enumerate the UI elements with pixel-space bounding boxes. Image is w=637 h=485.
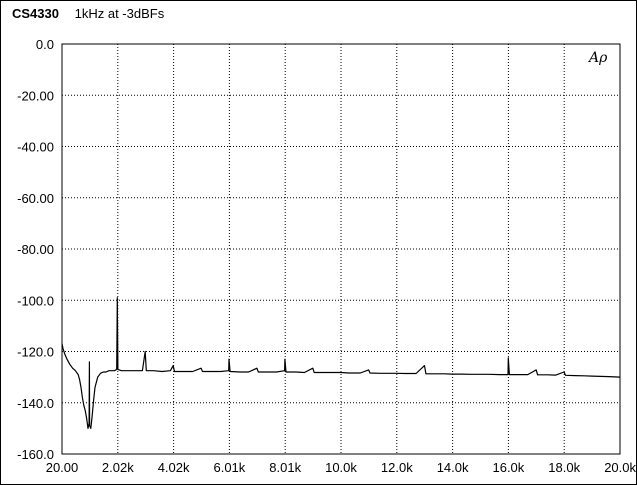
x-tick-label: 16.0k (492, 460, 524, 475)
y-tick-label: -140.0 (17, 396, 54, 411)
plot-border (61, 43, 621, 455)
y-tick-label: -80.00 (17, 242, 54, 257)
x-tick-label: 14.0k (437, 460, 469, 475)
fft-spectrum-line (61, 297, 621, 429)
series-layer (61, 297, 621, 429)
grid (62, 44, 620, 454)
y-tick-label: -40.00 (17, 140, 54, 155)
x-tick-label: 10.0k (325, 460, 357, 475)
tick-labels: 0.0 -20.00 -40.00 -60.00 -80.00 -100.0 -120.0 -… (17, 37, 636, 475)
x-tick-label: 20.0k (604, 460, 636, 475)
y-tick-label: -20.00 (17, 88, 54, 103)
x-tick-label: 8.01k (269, 460, 301, 475)
axes (61, 43, 621, 455)
x-tick-label: 20.00 (46, 460, 79, 475)
x-tick-label: 12.0k (381, 460, 413, 475)
device-model-label: CS4330 (12, 6, 59, 21)
chart-header: CS4330 1kHz at -3dBFs (12, 6, 164, 24)
y-tick-label: -120.0 (17, 345, 54, 360)
x-tick-label: 6.01k (213, 460, 245, 475)
y-tick-label: -160.0 (17, 447, 54, 462)
x-tick-label: 18.0k (548, 460, 580, 475)
y-tick-label: -60.00 (17, 191, 54, 206)
test-condition-label: 1kHz at -3dBFs (74, 6, 165, 21)
x-tick-label: 4.02k (158, 460, 190, 475)
y-tick-label: 0.0 (36, 37, 54, 52)
x-tick-label: 2.02k (102, 460, 134, 475)
ap-logo: Aρ (587, 50, 608, 66)
y-tick-label: -100.0 (17, 293, 54, 308)
